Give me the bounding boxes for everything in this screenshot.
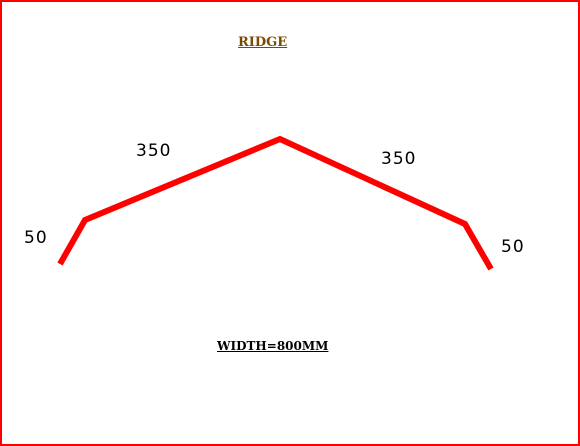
drawing-title: RIDGE bbox=[238, 35, 288, 50]
dimension-top-right-segment: 350 bbox=[381, 149, 417, 169]
dimension-left-flange: 50 bbox=[24, 228, 48, 248]
ridge-profile-line bbox=[57, 135, 494, 271]
dimension-right-flange: 50 bbox=[501, 237, 525, 257]
width-label: WIDTH=800MM bbox=[217, 339, 329, 353]
dimension-top-left-segment: 350 bbox=[136, 141, 172, 161]
